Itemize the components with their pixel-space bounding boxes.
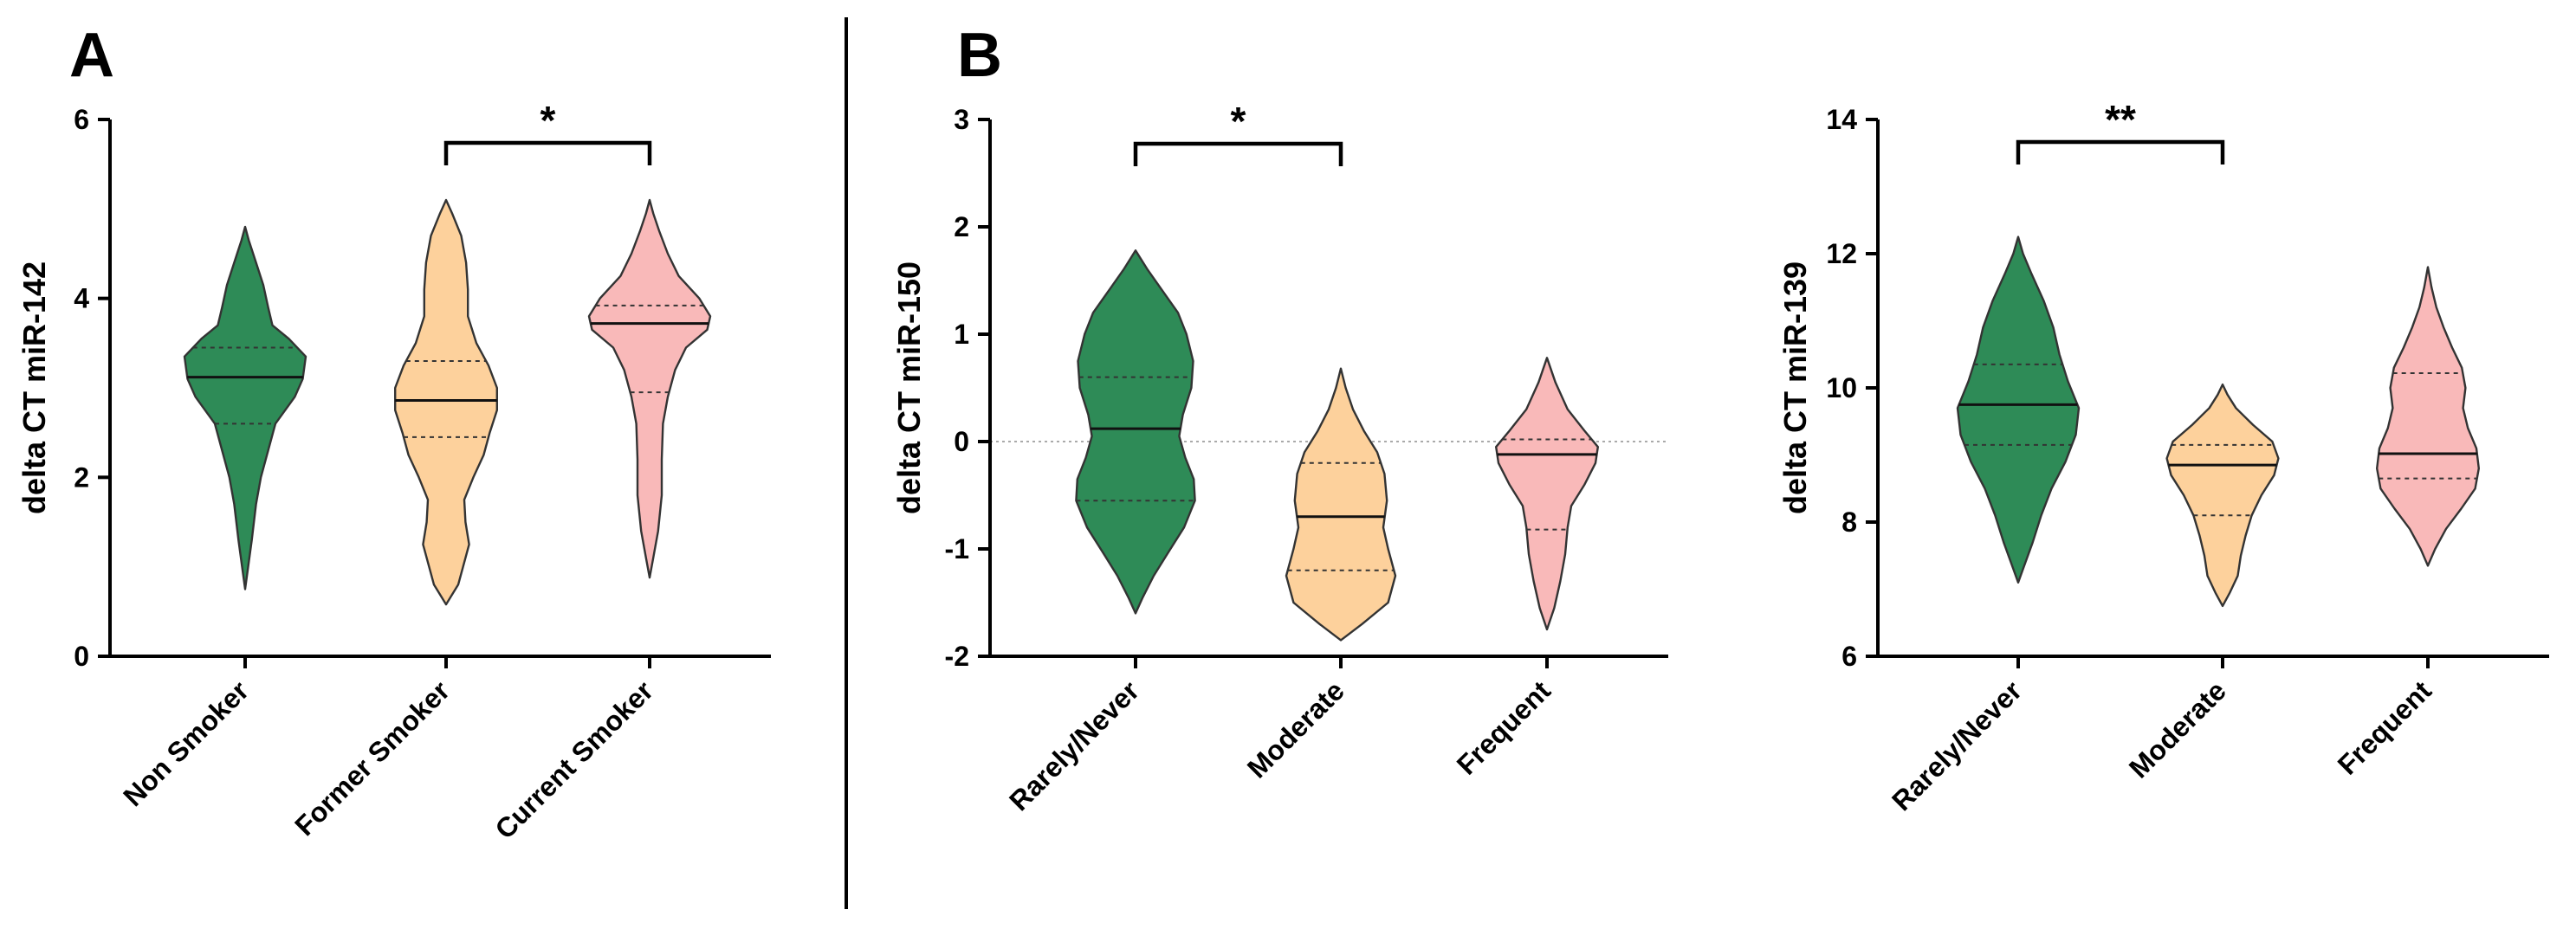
violin-frequent — [1495, 357, 1599, 631]
violin-body-moderate — [2165, 383, 2280, 608]
x-tick-label-rarely-never: Rarely/Never — [1886, 674, 2028, 816]
significance-bracket — [443, 140, 652, 165]
significance-label: ** — [2105, 97, 2136, 142]
y-axis-label: delta CT miR-139 — [1777, 261, 1813, 514]
violin-current-smoker — [587, 198, 712, 579]
y-tick-label: 6 — [1841, 641, 1857, 672]
violin-body-frequent — [2376, 266, 2480, 567]
y-tick-label: -2 — [945, 641, 969, 672]
violin-body-frequent — [1495, 357, 1599, 631]
y-tick-label: 2 — [74, 461, 89, 493]
violin-former-smoker — [394, 198, 498, 606]
violin-moderate — [2165, 383, 2280, 608]
chart-mir150: -2 -1 0 1 2 3 Rarely/Never Moderate Frequent delt… — [891, 99, 1668, 816]
y-axis-label: delta CT miR-142 — [16, 261, 52, 514]
x-tick-label-current-smoker: Current Smoker — [489, 674, 658, 844]
y-tick-label: 2 — [954, 211, 969, 242]
x-tick-label-moderate: Moderate — [1241, 674, 1350, 784]
violin-body-non-smoker — [183, 225, 307, 590]
x-tick-label-frequent: Frequent — [1451, 674, 1557, 780]
y-tick-label: -1 — [945, 533, 969, 564]
x-tick-label-rarely-never: Rarely/Never — [1003, 674, 1145, 816]
y-tick-label: 12 — [1826, 238, 1857, 269]
y-tick-label: 0 — [954, 426, 969, 457]
significance-bracket — [2016, 139, 2225, 165]
violin-rarely-never — [1956, 235, 2081, 584]
violin-moderate — [1285, 367, 1397, 642]
panel-letter-b: B — [957, 21, 1002, 90]
x-tick-label-non-smoker: Non Smoker — [117, 674, 255, 812]
y-tick-label: 1 — [954, 319, 969, 350]
y-tick-label: 6 — [74, 104, 89, 135]
significance-label: * — [1231, 99, 1246, 144]
violin-body-former-smoker — [394, 198, 498, 606]
violin-frequent — [2376, 266, 2480, 567]
violin-body-rarely-never — [1075, 249, 1196, 615]
violin-non-smoker — [183, 225, 307, 590]
x-tick-label-frequent: Frequent — [2332, 674, 2437, 780]
y-tick-label: 10 — [1826, 372, 1857, 403]
y-tick-label: 8 — [1841, 506, 1857, 538]
y-tick-label: 3 — [954, 104, 969, 135]
x-tick-label-moderate: Moderate — [2123, 674, 2232, 784]
violin-body-moderate — [1285, 367, 1397, 642]
y-tick-label: 4 — [74, 283, 89, 314]
x-tick-label-former-smoker: Former Smoker — [288, 674, 456, 842]
y-axis-label: delta CT miR-150 — [891, 261, 927, 514]
chart-mir142: 0 2 4 6 Non Smoker Former Smoker Current Smoke… — [16, 98, 771, 845]
significance-bracket — [1133, 141, 1343, 166]
violin-rarely-never — [1075, 249, 1196, 615]
violin-body-current-smoker — [587, 198, 712, 579]
y-tick-label: 14 — [1826, 104, 1857, 135]
panel-letter-a: A — [69, 21, 114, 90]
significance-label: * — [540, 98, 556, 143]
violin-body-rarely-never — [1956, 235, 2081, 584]
chart-mir139: 6 8 10 12 14 Rarely/Never Moderate Frequent delt… — [1777, 97, 2549, 816]
y-tick-label: 0 — [74, 641, 89, 672]
